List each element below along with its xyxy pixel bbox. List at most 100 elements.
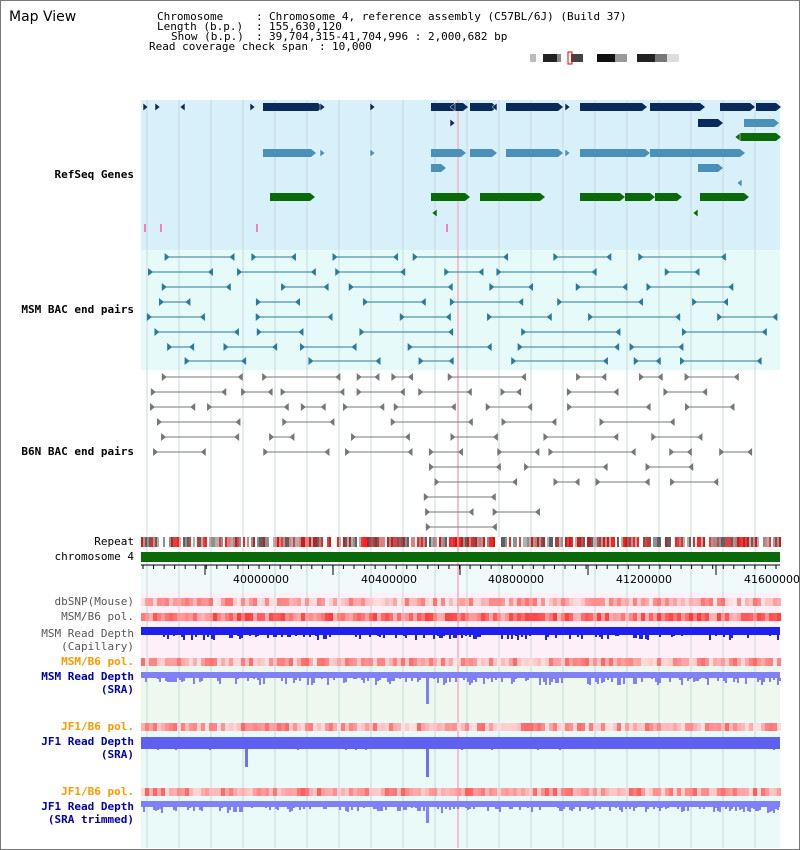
repeat-cell: [461, 537, 463, 547]
polymorphism-cell: [625, 658, 629, 666]
polymorphism-cell: [293, 598, 297, 606]
polymorphism-cell: [169, 613, 173, 621]
polymorphism-cell: [485, 613, 489, 621]
msm-cap-fill: [141, 627, 780, 635]
track-label-repeat[interactable]: Repeat: [94, 535, 134, 548]
b6n-bac-pair-end: [425, 523, 431, 531]
polymorphism-cell: [553, 598, 557, 606]
b6n-bac-pair-end: [566, 388, 572, 396]
polymorphism-cell: [337, 613, 341, 621]
polymorphism-cell: [405, 723, 409, 731]
repeat-cell: [231, 537, 233, 547]
polymorphism-cell: [473, 723, 477, 731]
polymorphism-cell: [289, 658, 293, 666]
repeat-cell: [353, 537, 355, 547]
track-label-msm-pol[interactable]: MSM/B6 pol.: [61, 610, 134, 623]
track-label-jf1-trim[interactable]: JF1 Read Depth: [41, 800, 134, 813]
gene-feature: [756, 103, 776, 111]
repeat-cell: [769, 537, 771, 547]
ideogram-band: [597, 54, 615, 62]
track-label-msm-bac[interactable]: MSM BAC end pairs: [21, 303, 134, 316]
gene-feature: [650, 149, 700, 157]
b6n-bac-pair-end: [613, 433, 619, 441]
track-label-jf1-pol-2[interactable]: JF1/B6 pol.: [61, 785, 134, 798]
polymorphism-cell: [401, 598, 405, 606]
track-label-msm-depth-sra[interactable]: MSM Read Depth: [41, 670, 134, 683]
polymorphism-cell: [489, 658, 493, 666]
depth-bar: [473, 678, 475, 680]
depth-bar: [693, 678, 695, 682]
repeat-cell: [635, 537, 637, 547]
depth-bar: [645, 807, 647, 812]
repeat-cell: [157, 537, 159, 547]
msm-bac-pair-end: [185, 298, 191, 306]
polymorphism-cell: [557, 613, 561, 621]
polymorphism-cell: [189, 658, 193, 666]
polymorphism-cell: [709, 598, 713, 606]
polymorphism-cell: [177, 723, 181, 731]
repeat-cell: [213, 537, 215, 547]
gene-feature: [480, 193, 540, 201]
polymorphism-cell: [481, 723, 485, 731]
depth-bar: [773, 807, 775, 813]
track-label-chromosome[interactable]: chromosome 4: [54, 550, 134, 563]
depth-bar: [455, 633, 457, 638]
polymorphism-cell: [569, 598, 573, 606]
repeat-cell: [519, 537, 521, 547]
gene-arrow: [311, 149, 316, 157]
depth-bar: [433, 633, 435, 639]
repeat-cell: [541, 537, 543, 547]
msm-bac-pair-end: [772, 313, 778, 321]
polymorphism-cell: [561, 658, 565, 666]
depth-bar: [779, 678, 781, 681]
polymorphism-cell: [217, 598, 221, 606]
polymorphism-cell: [729, 598, 733, 606]
polymorphism-cell: [465, 598, 469, 606]
msm-bac-pair-end: [255, 313, 261, 321]
polymorphism-cell: [149, 658, 153, 666]
repeat-cell: [501, 537, 503, 547]
polymorphism-cell: [157, 598, 161, 606]
depth-bar: [251, 807, 253, 808]
depth-bar: [609, 807, 611, 811]
polymorphism-cell: [173, 598, 177, 606]
polymorphism-cell: [353, 613, 357, 621]
span-key: Read coverage check span: [149, 40, 308, 53]
track-label-jf1-depth[interactable]: JF1 Read Depth: [41, 735, 134, 748]
b6n-bac-pair-end: [688, 463, 694, 471]
polymorphism-cell: [693, 788, 697, 796]
polymorphism-cell: [745, 658, 749, 666]
polymorphism-cell: [173, 788, 177, 796]
track-label-msm-depth-cap[interactable]: MSM Read Depth: [41, 627, 134, 640]
ideogram-band: [667, 54, 679, 62]
polymorphism-cell: [369, 788, 373, 796]
polymorphism-cell: [717, 658, 721, 666]
repeat-cell: [379, 537, 381, 547]
repeat-cell: [673, 537, 675, 547]
track-label-jf1-pol[interactable]: JF1/B6 pol.: [61, 720, 134, 733]
polymorphism-cell: [585, 658, 589, 666]
polymorphism-cell: [285, 723, 289, 731]
depth-bar: [311, 678, 313, 685]
track-label-b6n-bac[interactable]: B6N BAC end pairs: [21, 445, 134, 458]
track-label-dbsnp[interactable]: dbSNP(Mouse): [54, 595, 134, 608]
polymorphism-cell: [425, 723, 429, 731]
b6n-bac-pair-end: [733, 373, 739, 381]
polymorphism-cell: [165, 658, 169, 666]
polymorphism-cell: [729, 723, 733, 731]
track-label-refseq[interactable]: RefSeq Genes: [54, 168, 134, 181]
depth-bar: [705, 678, 707, 679]
depth-bar: [327, 678, 329, 685]
polymorphism-cell: [685, 658, 689, 666]
repeat-cell: [403, 537, 405, 547]
polymorphism-cell: [173, 613, 177, 621]
polymorphism-cell: [237, 613, 241, 621]
gene-feature: [506, 149, 558, 157]
depth-bar: [457, 807, 459, 809]
track-label-msm-pol-2[interactable]: MSM/B6 pol.: [61, 655, 134, 668]
depth-bar: [265, 807, 267, 808]
polymorphism-cell: [713, 788, 717, 796]
polymorphism-cell: [341, 598, 345, 606]
polymorphism-cell: [773, 598, 777, 606]
